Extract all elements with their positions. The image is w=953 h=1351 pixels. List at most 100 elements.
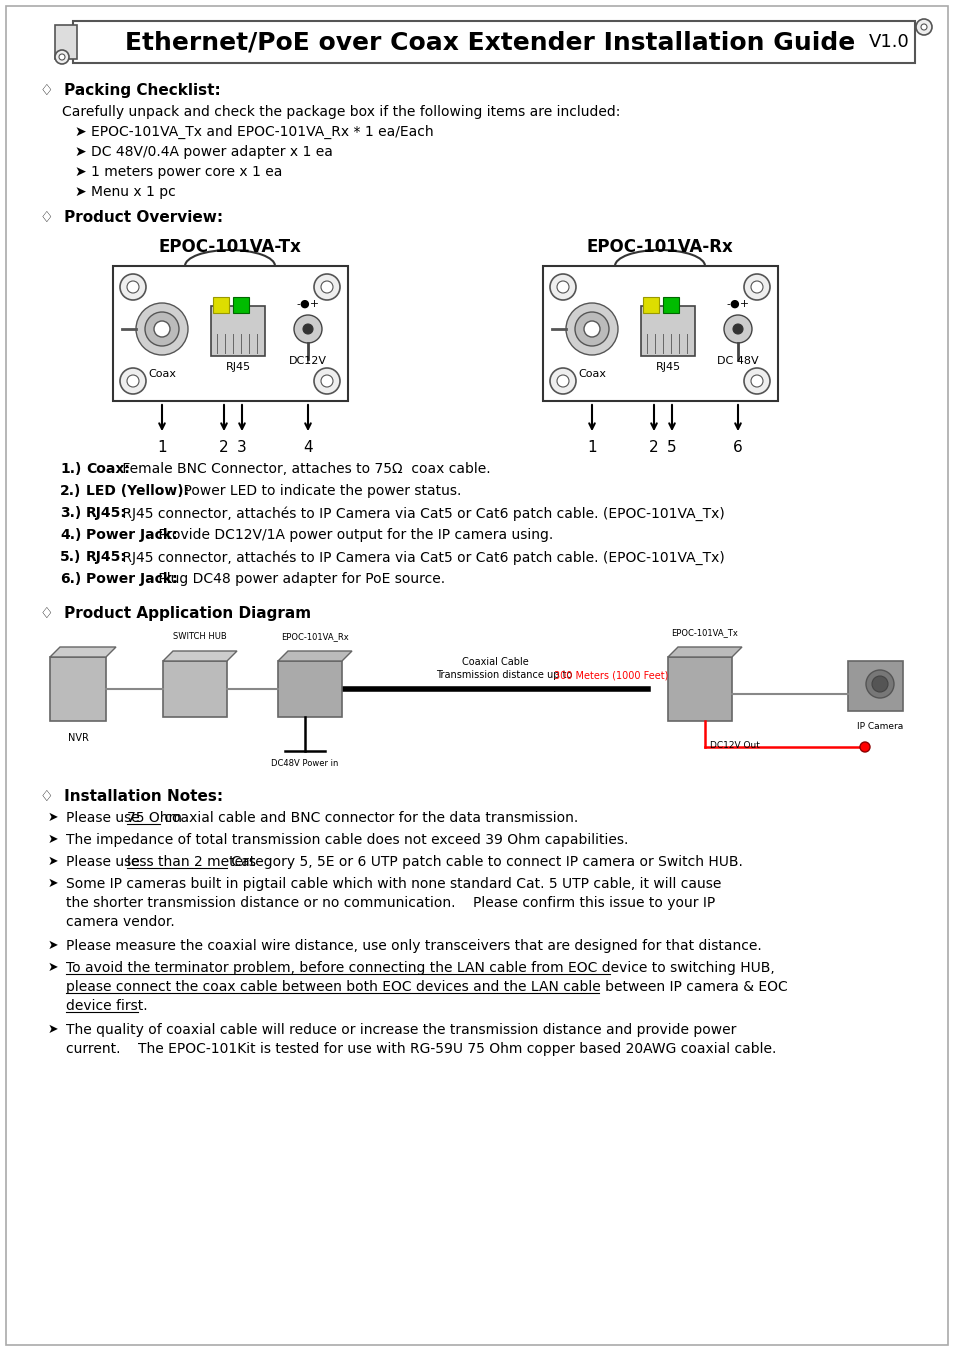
Text: Power Jack:: Power Jack: [86,571,177,586]
Circle shape [153,322,170,336]
Bar [50,657,106,721]
Bar [55,26,77,59]
Circle shape [575,312,608,346]
Text: LED (Yellow):: LED (Yellow): [86,484,189,499]
Text: Ethernet/PoE over Coax Extender Installation Guide: Ethernet/PoE over Coax Extender Installa… [125,30,854,54]
Text: Some IP cameras built in pigtail cable which with none standard Cat. 5 UTP cable: Some IP cameras built in pigtail cable w… [66,877,720,892]
Text: 75 Ohm: 75 Ohm [127,811,182,825]
Text: please connect the coax cable between both EOC devices and the LAN cable between: please connect the coax cable between bo… [66,979,787,994]
Text: DC48V Power in: DC48V Power in [271,759,338,767]
Text: EPOC-101VA-Rx: EPOC-101VA-Rx [586,238,733,255]
Text: EPOC-101VA_Rx: EPOC-101VA_Rx [281,632,349,640]
Circle shape [557,376,568,386]
Text: Coaxial Cable: Coaxial Cable [461,657,528,667]
Circle shape [920,24,926,30]
Text: current.    The EPOC-101Kit is tested for use with RG-59U 75 Ohm copper based 20: current. The EPOC-101Kit is tested for u… [66,1042,776,1056]
Text: Coax: Coax [148,369,175,380]
Circle shape [59,54,65,59]
Text: Please use: Please use [66,811,144,825]
Bar [233,297,249,313]
Bar [667,657,731,721]
Text: The impedance of total transmission cable does not exceed 39 Ohm capabilities.: The impedance of total transmission cabl… [66,834,628,847]
Text: 2: 2 [648,440,659,455]
Text: ➤ 1 meters power core x 1 ea: ➤ 1 meters power core x 1 ea [75,165,282,178]
Text: ➤: ➤ [48,877,58,890]
Polygon shape [667,647,741,657]
Text: EPOC-101VA-Tx: EPOC-101VA-Tx [158,238,301,255]
Bar [277,661,341,717]
Text: Carefully unpack and check the package box if the following items are included:: Carefully unpack and check the package b… [62,105,619,119]
Circle shape [750,281,762,293]
Bar [213,297,229,313]
Circle shape [871,676,887,692]
Circle shape [723,315,751,343]
Text: DC12V: DC12V [289,357,327,366]
Bar [642,297,659,313]
Text: Coax:: Coax: [86,462,130,476]
Circle shape [583,322,599,336]
Text: 4: 4 [303,440,313,455]
Circle shape [145,312,179,346]
Circle shape [550,274,576,300]
Text: DC12V Out: DC12V Out [709,740,760,750]
Text: ➤: ➤ [48,1023,58,1036]
Circle shape [743,367,769,394]
Text: 300 Meters (1000 Feet): 300 Meters (1000 Feet) [554,670,668,680]
Bar [112,266,348,401]
Text: Plug DC48 power adapter for PoE source.: Plug DC48 power adapter for PoE source. [153,571,445,586]
Text: ♢  Product Application Diagram: ♢ Product Application Diagram [40,607,311,621]
Bar [640,305,695,357]
Text: RJ45:: RJ45: [86,550,127,563]
Circle shape [565,303,618,355]
Bar [211,305,265,357]
Text: 3.): 3.) [60,507,81,520]
Circle shape [859,742,869,753]
Circle shape [750,376,762,386]
Circle shape [303,324,313,334]
Text: Category 5, 5E or 6 UTP patch cable to connect IP camera or Switch HUB.: Category 5, 5E or 6 UTP patch cable to c… [227,855,742,869]
Text: RJ45 connector, attachés to IP Camera via Cat5 or Cat6 patch cable. (EPOC-101VA_: RJ45 connector, attachés to IP Camera vi… [118,507,724,520]
Text: Please measure the coaxial wire distance, use only transceivers that are designe: Please measure the coaxial wire distance… [66,939,760,952]
Text: ♢  Product Overview:: ♢ Product Overview: [40,209,223,226]
Text: 1: 1 [587,440,597,455]
Text: ♢  Installation Notes:: ♢ Installation Notes: [40,789,223,804]
Circle shape [320,281,333,293]
Text: 5: 5 [666,440,676,455]
Text: Transmission distance up to: Transmission distance up to [436,670,578,680]
Polygon shape [50,647,116,657]
Text: Power LED to indicate the power status.: Power LED to indicate the power status. [166,484,461,499]
Circle shape [865,670,893,698]
Text: RJ45: RJ45 [225,362,251,372]
Text: the shorter transmission distance or no communication.    Please confirm this is: the shorter transmission distance or no … [66,896,715,911]
Text: less than 2 meters: less than 2 meters [127,855,255,869]
Circle shape [127,376,139,386]
Text: ➤ Menu x 1 pc: ➤ Menu x 1 pc [75,185,175,199]
Text: 6.): 6.) [60,571,81,586]
Text: NVR: NVR [68,734,89,743]
Text: 6: 6 [732,440,742,455]
Circle shape [320,376,333,386]
Text: ➤: ➤ [48,961,58,974]
Text: Provide DC12V/1A power output for the IP camera using.: Provide DC12V/1A power output for the IP… [153,528,553,542]
Text: ♢  Packing Checklist:: ♢ Packing Checklist: [40,82,220,99]
Text: DC 48V: DC 48V [717,357,758,366]
Text: 4.): 4.) [60,528,81,542]
Circle shape [127,281,139,293]
Bar [542,266,778,401]
Text: camera vendor.: camera vendor. [66,915,174,929]
Text: Please use: Please use [66,855,144,869]
Text: -●+: -●+ [296,299,319,309]
Text: V1.0: V1.0 [868,32,909,51]
Text: 1: 1 [157,440,167,455]
Polygon shape [163,651,236,661]
Circle shape [55,50,69,63]
Text: -●+: -●+ [725,299,749,309]
Text: RJ45: RJ45 [655,362,679,372]
Text: The quality of coaxial cable will reduce or increase the transmission distance a: The quality of coaxial cable will reduce… [66,1023,736,1038]
Circle shape [120,274,146,300]
Bar [163,661,227,717]
Circle shape [136,303,188,355]
Text: Coax: Coax [578,369,605,380]
Circle shape [314,367,339,394]
Text: 1.): 1.) [60,462,81,476]
